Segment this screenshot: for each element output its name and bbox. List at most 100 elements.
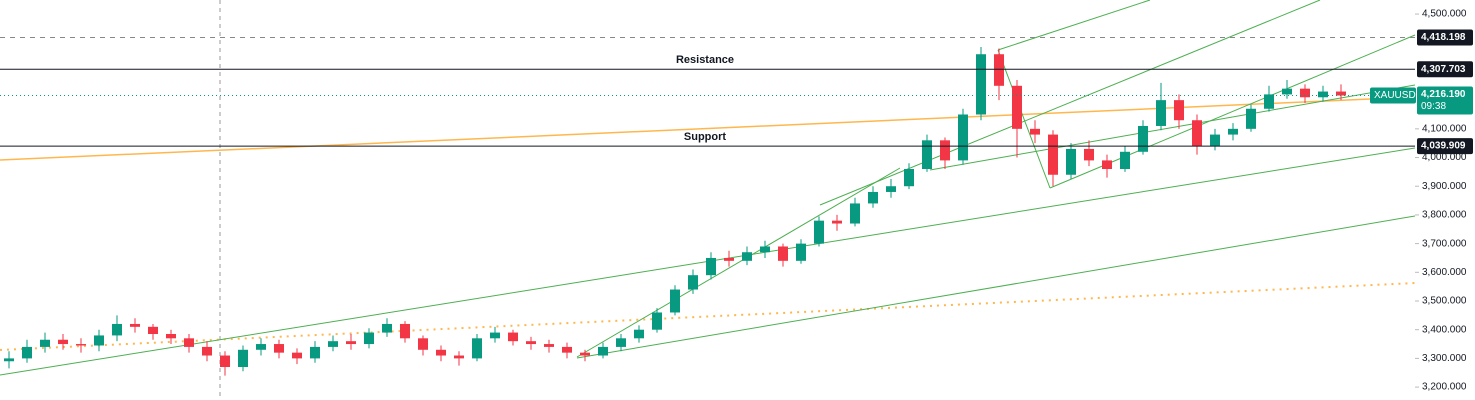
- candle-body: [382, 323, 392, 333]
- candle-body: [184, 338, 194, 347]
- candle-body: [868, 191, 878, 204]
- candle-body: [1066, 148, 1076, 175]
- symbol-label: XAUUSD: [1374, 90, 1416, 101]
- candle-body: [220, 355, 230, 368]
- candle-body: [364, 332, 374, 345]
- price-box-label: 4,307.703: [1421, 64, 1466, 75]
- trend-line: [0, 282, 1416, 351]
- candle-body: [1318, 91, 1328, 98]
- candle-body: [724, 257, 734, 261]
- y-tick-label: 3,500.000: [1422, 296, 1467, 307]
- countdown: 09:38: [1421, 101, 1446, 112]
- y-tick-label: 4,100.000: [1422, 123, 1467, 134]
- candle-body: [454, 355, 464, 359]
- candle-body: [310, 346, 320, 359]
- y-tick-label: 3,300.000: [1422, 353, 1467, 364]
- candle-body: [472, 338, 482, 359]
- candle-body: [598, 346, 608, 356]
- candle-body: [652, 312, 662, 330]
- candle-body: [238, 349, 248, 368]
- candle-body: [634, 329, 644, 339]
- candle-body: [688, 275, 698, 290]
- candle-body: [4, 358, 14, 362]
- candle-body: [580, 352, 590, 356]
- candle-body: [40, 339, 50, 347]
- candle-body: [562, 346, 572, 353]
- annotation: Resistance: [676, 54, 734, 66]
- trend-line: [0, 96, 1416, 161]
- trend-line: [576, 167, 901, 358]
- candle-body: [400, 323, 410, 339]
- candle-body: [202, 346, 212, 356]
- candle-body: [58, 339, 68, 345]
- candle-body: [1228, 128, 1238, 135]
- candle-body: [148, 326, 158, 335]
- y-tick-label: 4,000.000: [1422, 152, 1467, 163]
- candle-body: [292, 352, 302, 359]
- candle-body: [958, 114, 968, 161]
- candle-body: [1192, 120, 1202, 147]
- price-box-label: 4,418.198: [1421, 32, 1466, 43]
- candle-body: [814, 220, 824, 244]
- candle-body: [490, 332, 500, 339]
- y-tick-label: 3,900.000: [1422, 181, 1467, 192]
- candle-body: [274, 344, 284, 353]
- price-box: [1417, 61, 1473, 78]
- annotation: Support: [684, 131, 726, 143]
- candle-body: [904, 169, 914, 187]
- candle-body: [1102, 160, 1112, 170]
- y-tick-label: 3,200.000: [1422, 382, 1467, 393]
- candle-body: [508, 332, 518, 342]
- price-box: [1417, 29, 1473, 46]
- candle-body: [1174, 100, 1184, 121]
- candle-body: [850, 203, 860, 224]
- candle-body: [130, 323, 140, 327]
- y-tick-label: 3,700.000: [1422, 238, 1467, 249]
- price-box-label: 4,039.909: [1421, 141, 1466, 152]
- candle-body: [886, 186, 896, 192]
- candle-body: [76, 344, 86, 346]
- candle-body: [1138, 125, 1148, 152]
- candle-body: [742, 252, 752, 261]
- candle-body: [778, 246, 788, 261]
- trend-line: [929, 84, 1416, 171]
- candle-body: [1048, 134, 1058, 175]
- candle-body: [1336, 91, 1346, 96]
- candle-body: [670, 289, 680, 313]
- candle-body: [976, 54, 986, 115]
- plot: [4, 47, 1346, 376]
- candle-body: [1156, 100, 1166, 126]
- trend-line: [819, 0, 1321, 206]
- trend-line: [576, 215, 1416, 359]
- price-box-label: 4,216.190: [1421, 89, 1466, 100]
- candle-body: [1084, 148, 1094, 161]
- candle-body: [22, 346, 32, 359]
- y-tick-label: 4,500.000: [1422, 9, 1467, 20]
- candle-body: [1210, 134, 1220, 147]
- candle-body: [760, 246, 770, 253]
- candle-body: [436, 349, 446, 356]
- candle-body: [1012, 85, 1022, 129]
- y-tick-label: 3,800.000: [1422, 210, 1467, 221]
- candle-body: [328, 341, 338, 347]
- candle-body: [832, 220, 842, 224]
- trend-line: [997, 49, 1051, 189]
- candle-body: [256, 344, 266, 350]
- candle-body: [166, 334, 176, 339]
- candle-body: [526, 341, 536, 345]
- price-box: [1417, 138, 1473, 155]
- candle-body: [94, 335, 104, 346]
- y-tick-label: 3,400.000: [1422, 324, 1467, 335]
- candle-body: [616, 338, 626, 347]
- candle-body: [796, 243, 806, 261]
- candle-body: [922, 140, 932, 170]
- candle-body: [1300, 88, 1310, 98]
- candle-body: [994, 54, 1004, 86]
- candle-body: [1030, 128, 1040, 135]
- candle-body: [418, 338, 428, 350]
- candle-body: [1246, 108, 1256, 129]
- candle-body: [112, 323, 122, 336]
- symbol-box: [1370, 87, 1416, 104]
- candle-body: [1120, 151, 1130, 170]
